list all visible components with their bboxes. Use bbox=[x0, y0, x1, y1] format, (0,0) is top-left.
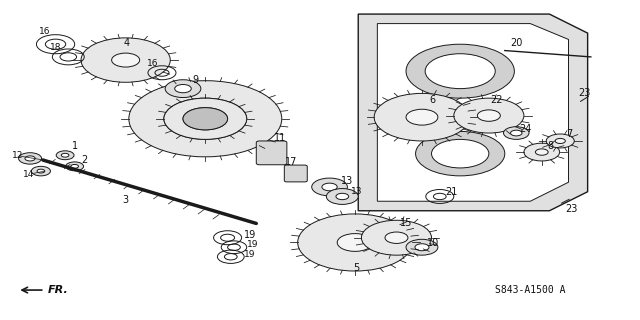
Polygon shape bbox=[378, 24, 568, 201]
FancyBboxPatch shape bbox=[284, 165, 307, 182]
Text: 16: 16 bbox=[147, 59, 159, 68]
Text: 8: 8 bbox=[548, 141, 554, 151]
Circle shape bbox=[56, 151, 74, 160]
Polygon shape bbox=[358, 14, 588, 211]
Circle shape bbox=[129, 81, 282, 157]
Circle shape bbox=[415, 244, 429, 251]
Circle shape bbox=[336, 193, 349, 200]
Text: 1: 1 bbox=[72, 141, 77, 151]
Circle shape bbox=[337, 234, 373, 252]
Text: 5: 5 bbox=[353, 263, 360, 273]
Circle shape bbox=[31, 166, 51, 176]
Circle shape bbox=[326, 188, 358, 204]
Circle shape bbox=[546, 134, 574, 148]
Text: 21: 21 bbox=[445, 187, 458, 197]
Text: 3: 3 bbox=[123, 195, 129, 205]
Text: 22: 22 bbox=[490, 95, 503, 105]
Circle shape bbox=[81, 38, 170, 82]
Circle shape bbox=[322, 183, 337, 191]
Circle shape bbox=[37, 169, 45, 173]
Circle shape bbox=[406, 109, 438, 125]
Text: 9: 9 bbox=[193, 75, 199, 85]
Circle shape bbox=[183, 108, 228, 130]
Text: 20: 20 bbox=[510, 38, 522, 48]
Text: S843-A1500 A: S843-A1500 A bbox=[495, 285, 566, 295]
Circle shape bbox=[511, 130, 522, 136]
Text: 18: 18 bbox=[50, 43, 61, 52]
Text: 24: 24 bbox=[519, 124, 531, 134]
Text: 13: 13 bbox=[351, 187, 363, 196]
Text: 23: 23 bbox=[579, 88, 591, 98]
Circle shape bbox=[385, 232, 408, 244]
Circle shape bbox=[374, 93, 470, 141]
FancyBboxPatch shape bbox=[256, 141, 287, 165]
Circle shape bbox=[477, 110, 500, 121]
Text: FR.: FR. bbox=[47, 285, 68, 295]
Circle shape bbox=[454, 98, 524, 133]
Circle shape bbox=[164, 98, 246, 140]
Circle shape bbox=[362, 220, 431, 255]
Text: 16: 16 bbox=[39, 27, 51, 36]
Text: 11: 11 bbox=[275, 133, 287, 143]
Circle shape bbox=[415, 132, 505, 176]
Circle shape bbox=[183, 108, 228, 130]
Circle shape bbox=[425, 54, 495, 89]
Circle shape bbox=[431, 140, 489, 168]
Circle shape bbox=[66, 162, 84, 171]
Circle shape bbox=[164, 98, 246, 140]
Circle shape bbox=[25, 156, 35, 161]
Text: 12: 12 bbox=[12, 151, 23, 160]
Circle shape bbox=[536, 149, 548, 155]
Text: 2: 2 bbox=[81, 155, 87, 165]
Circle shape bbox=[504, 127, 529, 140]
Circle shape bbox=[312, 178, 348, 196]
Circle shape bbox=[555, 139, 565, 143]
Text: 14: 14 bbox=[22, 170, 34, 179]
Text: 17: 17 bbox=[285, 156, 298, 167]
Circle shape bbox=[61, 153, 69, 157]
Circle shape bbox=[175, 84, 191, 93]
Circle shape bbox=[406, 239, 438, 255]
Text: 10: 10 bbox=[428, 238, 440, 248]
Text: 19: 19 bbox=[244, 250, 255, 259]
Circle shape bbox=[111, 53, 140, 67]
Text: 23: 23 bbox=[566, 204, 578, 214]
Text: 13: 13 bbox=[341, 176, 353, 186]
Circle shape bbox=[71, 164, 79, 168]
Text: 15: 15 bbox=[400, 219, 412, 228]
Text: 4: 4 bbox=[124, 38, 130, 48]
Text: 7: 7 bbox=[566, 129, 573, 139]
Circle shape bbox=[298, 214, 412, 271]
Text: 19: 19 bbox=[244, 229, 256, 240]
Circle shape bbox=[524, 143, 559, 161]
Text: 19: 19 bbox=[247, 240, 259, 249]
Text: 6: 6 bbox=[429, 95, 435, 105]
Circle shape bbox=[19, 153, 42, 164]
Circle shape bbox=[165, 80, 201, 98]
Circle shape bbox=[406, 44, 515, 98]
